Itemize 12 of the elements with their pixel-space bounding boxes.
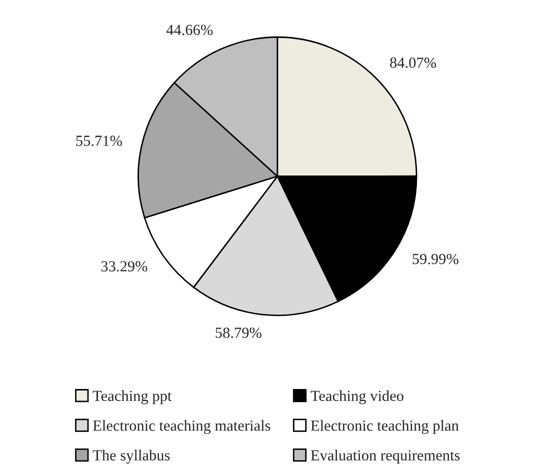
data-label: 58.79% [216, 328, 262, 338]
data-label: 84.07% [390, 58, 436, 68]
legend-label: Electronic teaching materials [93, 420, 270, 434]
data-label: 59.99% [412, 254, 458, 264]
data-label: 33.29% [101, 261, 148, 272]
legend-label: Electronic teaching plan [310, 420, 459, 434]
data-label: 44.66% [166, 24, 213, 36]
legend-label: Teaching video [310, 390, 404, 404]
legend-label: Evaluation requirements [310, 450, 460, 464]
legend-label: The syllabus [92, 450, 170, 464]
data-label: 55.71% [76, 136, 122, 146]
legend-label: Teaching ppt [92, 390, 172, 404]
